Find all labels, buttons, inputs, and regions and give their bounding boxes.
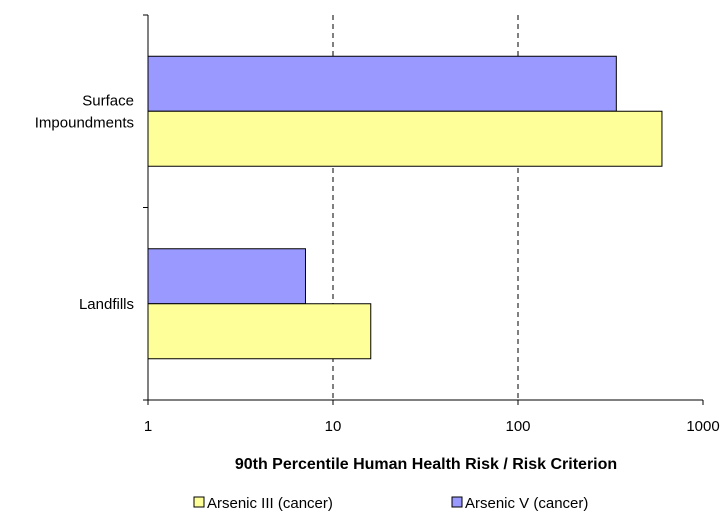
legend-swatch-arsenic-v (451, 496, 463, 508)
bar-surface-impoundments-arsenic-v (147, 55, 617, 112)
bar-surface-impoundments-arsenic-iii (147, 110, 663, 167)
x-tick-label-10: 10 (325, 418, 342, 435)
x-tick-label-100: 100 (505, 418, 530, 435)
category-label-line: Impoundments (35, 114, 134, 131)
category-label-line: Landfills (79, 296, 134, 313)
x-axis-title: 90th Percentile Human Health Risk / Risk… (235, 456, 617, 473)
legend-label-arsenic-v: Arsenic V (cancer) (465, 495, 588, 512)
legend-label-arsenic-iii: Arsenic III (cancer) (207, 495, 333, 512)
x-tick-label-1000: 1000 (686, 418, 719, 435)
category-label: Surface Impoundments (35, 92, 134, 131)
bars (147, 55, 663, 360)
category-label: Landfills (79, 296, 134, 313)
legend: Arsenic III (cancer) Arsenic V (cancer) (193, 495, 588, 512)
bar-landfills-arsenic-v (147, 248, 306, 305)
category-label-line: Surface (82, 92, 134, 109)
x-tick-labels: 1 10 100 1000 (144, 418, 720, 435)
bar-landfills-arsenic-iii (147, 303, 372, 360)
axes (143, 14, 704, 405)
legend-swatch-arsenic-iii (193, 496, 205, 508)
category-labels: Surface Impoundments Landfills (35, 92, 134, 313)
x-tick-label-1: 1 (144, 418, 152, 435)
